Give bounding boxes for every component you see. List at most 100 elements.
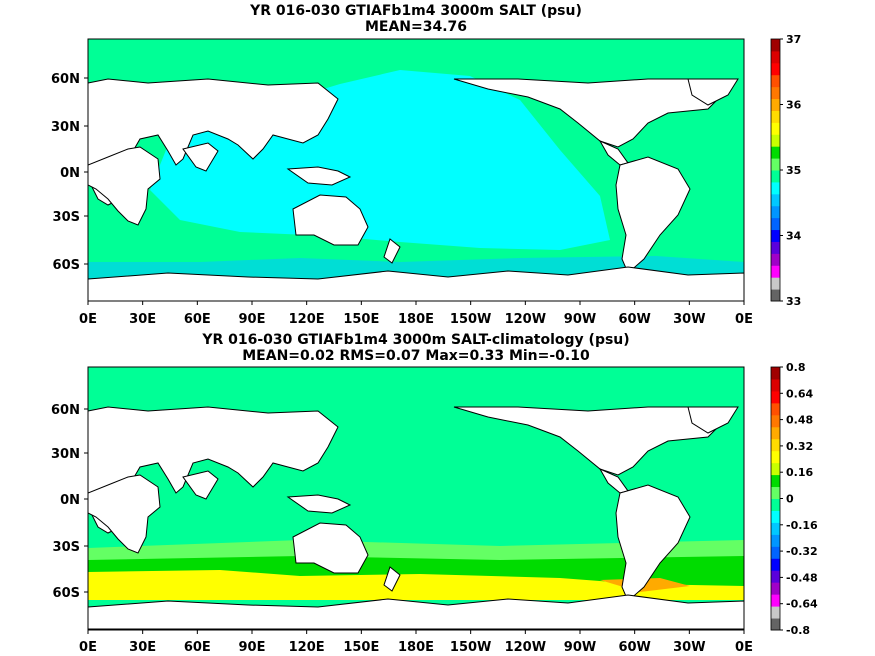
panel-2-colorbar-swatch — [771, 510, 780, 523]
panel-2-colorbar-label: 0.48 — [786, 414, 813, 427]
panel-1-xtick-label: 30E — [129, 312, 156, 327]
panel-2-colorbar-swatch — [771, 558, 780, 571]
panel-1-colorbar-label: 37 — [786, 33, 801, 46]
panel-2-colorbar-label: -0.8 — [786, 624, 810, 637]
panel-1-ytick-label: 60N — [51, 72, 80, 87]
panel-1-colorbar-swatch — [771, 146, 780, 159]
panel-2-colorbar-swatch — [771, 390, 780, 404]
panel-1-xtick-label: 30W — [673, 312, 705, 327]
panel-2-xtick-label: 150W — [450, 640, 491, 655]
panel-2-xtick-label: 0E — [735, 640, 753, 655]
panel-2-colorbar-swatch — [771, 546, 780, 559]
panel-2-ytick-label: 60N — [51, 403, 80, 418]
panel-2-field-antarctic-max — [88, 570, 744, 600]
panel-1-colorbar-swatch — [771, 122, 780, 135]
panel-2-subtitle: MEAN=0.02 RMS=0.07 Max=0.33 Min=-0.10 — [242, 348, 590, 364]
panel-1-colorbar-swatch — [771, 74, 780, 88]
panel-2-colorbar-swatch — [771, 438, 780, 452]
panel-1-colorbar-swatch — [771, 134, 780, 147]
panel-1-colorbar-label: 34 — [786, 230, 802, 243]
panel-1-map — [88, 39, 744, 301]
panel-1-ytick-label: 60S — [53, 258, 80, 273]
panel-2-colorbar-swatch — [771, 618, 780, 631]
panel-1-ytick-label: 30S — [53, 210, 80, 225]
panel-2-xtick-label: 120E — [289, 640, 325, 655]
panel-1-colorbar-swatch — [771, 289, 780, 302]
panel-2-xtick-label: 30W — [673, 640, 705, 655]
axes-layer: 0E 30E 60E 90E 120E 150E 180E 150W 120W 90W 60W 30W… — [51, 33, 818, 655]
panel-2-xtick-label: 30E — [129, 640, 156, 655]
panel-1-xtick-label: 60W — [618, 312, 650, 327]
panel-1-colorbar-label: 36 — [786, 99, 802, 112]
panel-1-colorbar-swatch — [771, 241, 780, 254]
panel-1-colorbar-swatch — [771, 229, 780, 242]
panel-1-colorbar-swatch — [771, 193, 780, 207]
panel-2-ytick-label: 60S — [53, 586, 80, 601]
panel-2-map — [88, 367, 744, 630]
panel-1-colorbar-swatch — [771, 181, 780, 195]
panel-2-ytick-label: 30S — [53, 540, 80, 555]
panel-2-colorbar-swatch — [771, 594, 780, 607]
panel-1-colorbar-swatch — [771, 158, 780, 171]
panel-1-colorbar-swatch — [771, 170, 780, 183]
panel-2-colorbar-label: 0 — [786, 493, 794, 506]
panel-1-colorbar-swatch — [771, 205, 780, 219]
panel-1-xtick-label: 60E — [184, 312, 211, 327]
panel-2-colorbar-label: -0.16 — [786, 519, 818, 532]
panel-1-colorbar-swatch — [771, 110, 780, 123]
panel-2-colorbar-swatch — [771, 570, 780, 583]
panel-1-xtick-label: 90E — [239, 312, 266, 327]
panel-2-xtick-label: 180E — [398, 640, 434, 655]
panel-1-xtick-label: 120E — [289, 312, 325, 327]
panel-2-ytick-label: 0N — [60, 493, 80, 508]
panel-1-xtick-label: 150E — [343, 312, 379, 327]
panel-2-colorbar-label: 0.16 — [786, 466, 813, 479]
panel-2-colorbar-swatch — [771, 534, 780, 547]
panel-1-colorbar-swatch — [771, 62, 780, 76]
panel-2-colorbar-swatch — [771, 474, 780, 488]
panel-2-colorbar-label: -0.48 — [786, 571, 818, 584]
panel-2-colorbar-swatch — [771, 378, 780, 392]
panel-1-colorbar-swatch — [771, 98, 780, 111]
panel-2-colorbar-swatch — [771, 486, 780, 499]
panel-1-colorbar-swatch — [771, 86, 780, 100]
panel-2-colorbar-swatch — [771, 414, 780, 428]
panel-1-colorbar-label: 35 — [786, 164, 801, 177]
panel-2-colorbar-swatch — [771, 606, 780, 619]
panel-2-xtick-label: 150E — [343, 640, 379, 655]
panel-2-xtick-label: 60E — [184, 640, 211, 655]
panel-2-colorbar-label: -0.64 — [786, 598, 818, 611]
panel-2-colorbar-swatch — [771, 426, 780, 440]
panel-1-xtick-label: 180E — [398, 312, 434, 327]
panel-1-ytick-label: 30N — [51, 120, 80, 135]
panel-2-colorbar-swatch — [771, 522, 780, 535]
panel-1-colorbar-swatch — [771, 50, 780, 64]
panel-2-colorbar-swatch — [771, 582, 780, 595]
panel-1-xtick-label: 120W — [505, 312, 546, 327]
panel-2-colorbar-label: -0.32 — [786, 545, 818, 558]
panel-2-ytick-label: 30N — [51, 447, 80, 462]
panel-2-xtick-label: 90W — [564, 640, 596, 655]
panel-1-colorbar-swatch — [771, 265, 780, 278]
panel-2-colorbar-swatch — [771, 402, 780, 416]
panel-2-colorbar-label: 0.8 — [786, 361, 806, 374]
panel-1-xtick-label: 0E — [735, 312, 753, 327]
panel-2-colorbar-label: 0.64 — [786, 387, 813, 400]
panel-2-xtick-label: 120W — [505, 640, 546, 655]
panel-1-xtick-label: 0E — [79, 312, 97, 327]
panel-1-subtitle: MEAN=34.76 — [364, 19, 468, 35]
panel-1-xtick-label: 150W — [450, 312, 491, 327]
panel-1-colorbar-swatch — [771, 39, 780, 52]
panel-1-colorbar-swatch — [771, 217, 780, 231]
panel-2-colorbar-label: 0.32 — [786, 440, 813, 453]
panel-2-colorbar-swatch — [771, 367, 780, 380]
panel-1-ytick-label: 0N — [60, 166, 80, 181]
panel-2-xtick-label: 90E — [239, 640, 266, 655]
panel-1-title: YR 016-030 GTIAFb1m4 3000m SALT (psu) — [250, 3, 582, 19]
panel-2-title: YR 016-030 GTIAFb1m4 3000m SALT-climatol… — [202, 332, 630, 348]
panel-1-xtick-label: 90W — [564, 312, 596, 327]
panel-1-colorbar-swatch — [771, 253, 780, 266]
panel-1-colorbar-swatch — [771, 277, 780, 290]
panel-2-colorbar-swatch — [771, 498, 780, 511]
